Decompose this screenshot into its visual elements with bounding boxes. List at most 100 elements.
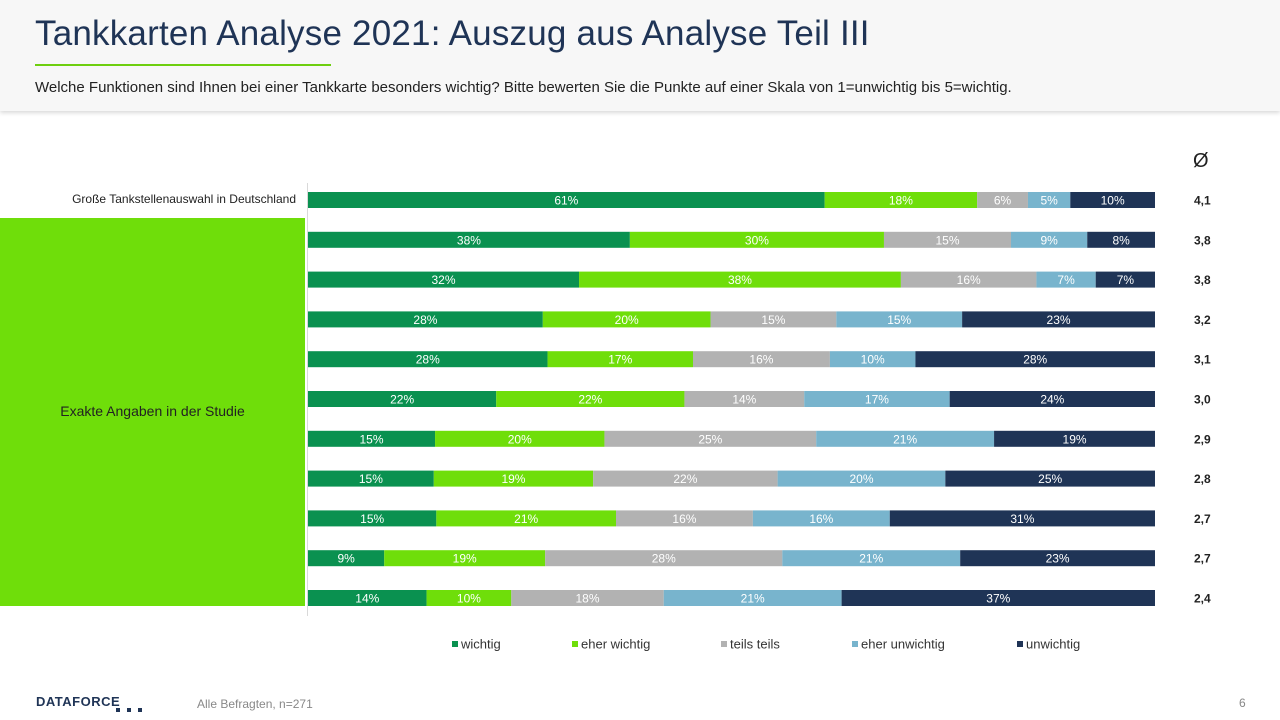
bar-segment-3-5	[1095, 271, 1155, 288]
legend-swatch-3	[721, 641, 727, 647]
bar-segment-11-3	[511, 590, 664, 606]
data-label-11-2: 10%	[457, 592, 481, 606]
bar-segment-1-5	[1070, 192, 1155, 208]
bar-segment-2-3	[883, 231, 1012, 248]
average-value-8: 2,8	[1194, 472, 1211, 486]
data-label-11-3: 18%	[575, 592, 599, 606]
data-label-9-4: 16%	[809, 512, 833, 526]
data-label-8-2: 19%	[501, 472, 525, 486]
data-label-1-2: 18%	[889, 194, 913, 208]
average-value-11: 2,4	[1194, 592, 1211, 606]
bar-segment-10-4	[782, 550, 961, 567]
data-label-10-1: 9%	[337, 552, 355, 566]
data-label-10-4: 21%	[859, 552, 883, 566]
bar-segment-4-1	[308, 311, 543, 328]
bar-segment-4-4	[836, 311, 963, 328]
average-value-6: 3,0	[1194, 393, 1211, 407]
footer-source: Alle Befragten, n=271	[197, 697, 313, 711]
average-value-1: 4,1	[1194, 194, 1211, 208]
bar-segment-6-5	[949, 391, 1155, 407]
bar-segment-10-5	[960, 550, 1155, 567]
data-label-7-5: 19%	[1063, 432, 1087, 446]
bar-segment-7-5	[994, 430, 1155, 447]
data-label-7-2: 20%	[508, 432, 532, 446]
bar-segment-9-3	[616, 510, 753, 527]
header-bar: Tankkarten Analyse 2021: Auszug aus Anal…	[0, 0, 1280, 111]
data-label-9-2: 21%	[514, 512, 538, 526]
logo-dots	[116, 708, 142, 712]
bar-segment-7-2	[435, 430, 605, 447]
bar-segment-4-3	[710, 311, 837, 328]
data-label-7-1: 15%	[360, 432, 384, 446]
bar-segment-1-4	[1027, 192, 1071, 208]
data-label-2-1: 38%	[457, 233, 481, 247]
bar-segment-7-4	[816, 430, 995, 447]
legend-label-4: eher unwichtig	[861, 637, 945, 652]
bar-segment-6-2	[496, 391, 685, 407]
data-label-1-3: 6%	[994, 194, 1012, 208]
bar-segment-11-4	[663, 590, 842, 606]
page-title: Tankkarten Analyse 2021: Auszug aus Anal…	[35, 14, 870, 53]
data-label-4-3: 15%	[761, 313, 785, 327]
data-label-1-4: 5%	[1040, 194, 1058, 208]
bar-segment-3-3	[900, 271, 1037, 288]
data-label-2-3: 15%	[935, 233, 959, 247]
bar-segment-1-2	[824, 192, 978, 208]
group-label: Exakte Angaben in der Studie	[60, 403, 245, 419]
data-label-6-4: 17%	[865, 393, 889, 407]
data-label-4-1: 28%	[413, 313, 437, 327]
data-label-5-5: 28%	[1023, 353, 1047, 367]
data-label-6-5: 24%	[1040, 393, 1064, 407]
bar-segment-8-1	[308, 470, 434, 487]
bar-segment-1-3	[977, 192, 1028, 208]
data-label-11-5: 37%	[986, 592, 1010, 606]
legend-label-5: unwichtig	[1026, 637, 1080, 652]
data-label-6-1: 22%	[390, 393, 414, 407]
average-symbol: Ø	[1193, 150, 1209, 172]
data-label-4-2: 20%	[615, 313, 639, 327]
bar-segment-2-1	[308, 231, 630, 248]
data-label-2-2: 30%	[745, 233, 769, 247]
bar-segment-9-5	[889, 510, 1155, 527]
title-underline	[35, 64, 331, 66]
data-label-3-5: 7%	[1117, 273, 1135, 287]
legend-label-1: wichtig	[460, 637, 501, 652]
data-label-1-5: 10%	[1101, 194, 1125, 208]
data-label-5-3: 16%	[749, 353, 773, 367]
average-value-2: 3,8	[1194, 233, 1211, 247]
bar-segment-4-5	[962, 311, 1155, 328]
bar-segment-5-3	[693, 351, 830, 368]
data-label-4-4: 15%	[887, 313, 911, 327]
data-label-3-3: 16%	[957, 273, 981, 287]
bar-segment-10-2	[384, 550, 546, 567]
bar-segment-5-1	[308, 351, 548, 368]
data-label-3-2: 38%	[728, 273, 752, 287]
data-label-8-1: 15%	[359, 472, 383, 486]
legend-swatch-1	[452, 641, 458, 647]
bar-segment-5-5	[915, 351, 1155, 368]
bar-segment-4-2	[542, 311, 711, 328]
data-label-1-1: 61%	[554, 194, 578, 208]
bar-segment-6-4	[804, 391, 950, 407]
data-label-10-5: 23%	[1046, 552, 1070, 566]
bar-segment-8-3	[593, 470, 778, 487]
data-label-5-2: 17%	[608, 353, 632, 367]
bar-segment-6-1	[308, 391, 497, 407]
data-label-10-3: 28%	[652, 552, 676, 566]
average-value-7: 2,9	[1194, 432, 1211, 446]
data-label-4-5: 23%	[1047, 313, 1071, 327]
bar-segment-3-4	[1036, 271, 1096, 288]
legend-swatch-4	[852, 641, 858, 647]
bar-segment-7-1	[308, 430, 436, 447]
bar-segment-2-5	[1087, 231, 1155, 248]
data-label-10-2: 19%	[453, 552, 477, 566]
data-label-6-2: 22%	[578, 393, 602, 407]
bar-segment-9-4	[752, 510, 890, 527]
average-value-4: 3,2	[1194, 313, 1211, 327]
bar-segment-9-2	[436, 510, 616, 527]
bar-segment-11-1	[308, 590, 427, 606]
data-label-9-5: 31%	[1010, 512, 1034, 526]
data-label-2-4: 9%	[1040, 233, 1058, 247]
data-label-9-1: 15%	[360, 512, 384, 526]
